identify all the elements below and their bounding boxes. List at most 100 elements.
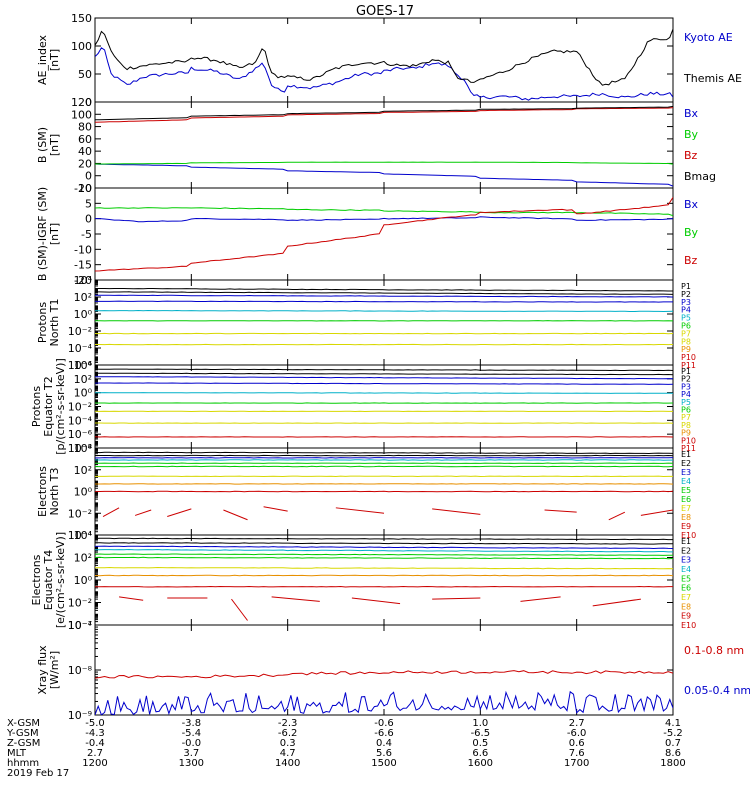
series-line bbox=[592, 598, 641, 607]
legend-label: P10 bbox=[681, 436, 696, 445]
ephemeris-value: -5.2 bbox=[663, 728, 683, 739]
series-line bbox=[432, 597, 481, 600]
legend-label: E4 bbox=[681, 565, 691, 574]
ephemeris-value: 1200 bbox=[82, 758, 107, 769]
panel-6: 10⁻⁴ 10⁻² 10⁰ 10² 10⁴ Electrons North T3 E1E2E3… bbox=[36, 442, 696, 542]
y-tick-label: 10⁻⁴ bbox=[68, 342, 93, 355]
series-line bbox=[95, 197, 673, 272]
ephemeris-value: 1.0 bbox=[472, 718, 488, 729]
ephemeris-value: -0.0 bbox=[182, 738, 202, 749]
series-line bbox=[95, 161, 673, 165]
panel-4: 10⁻⁶ 10⁻⁴ 10⁻² 10⁰ 10² 10⁴ Protons North T1 P1P2… bbox=[36, 274, 696, 372]
ephemeris-value: -6.0 bbox=[567, 728, 587, 739]
ephemeris-value: 3.7 bbox=[183, 748, 199, 759]
ephemeris-row-label: Y-GSM bbox=[6, 728, 39, 739]
legend-label: E3 bbox=[681, 468, 691, 477]
series-line bbox=[102, 507, 120, 517]
ephemeris-value: 0.3 bbox=[280, 738, 296, 749]
series-line bbox=[95, 368, 673, 372]
y-tick-label: 10⁰ bbox=[74, 387, 93, 400]
series-line bbox=[95, 451, 673, 455]
legend-label: Bx bbox=[684, 107, 699, 120]
figure-title: GOES-17 bbox=[356, 4, 414, 19]
y-tick-label: 100 bbox=[71, 108, 92, 121]
ephemeris-value: 1700 bbox=[564, 758, 589, 769]
legend-label: By bbox=[684, 128, 699, 141]
legend-label: 0.05-0.4 nm bbox=[684, 684, 750, 697]
ephemeris-value: 1400 bbox=[275, 758, 300, 769]
legend-label: E5 bbox=[681, 486, 691, 495]
series-line bbox=[95, 545, 673, 550]
ephemeris-row-label: Z-GSM bbox=[7, 738, 40, 749]
y-tick-label: 0 bbox=[85, 96, 92, 109]
y-tick-label: -10 bbox=[74, 243, 92, 256]
ephemeris-value: 6.6 bbox=[472, 748, 488, 759]
y-axis-label: Electrons bbox=[36, 466, 49, 517]
y-axis-label: B (SM)-IGRF (SM) bbox=[36, 187, 49, 281]
ephemeris-value: 0.7 bbox=[665, 738, 681, 749]
y-tick-label: 60 bbox=[78, 133, 92, 146]
ephemeris-value: -2.3 bbox=[278, 718, 298, 729]
series-line bbox=[119, 596, 144, 601]
y-tick-label: 10⁴ bbox=[74, 529, 93, 542]
y-tick-label: 80 bbox=[78, 121, 92, 134]
y-tick-label: 10² bbox=[74, 552, 92, 565]
ephemeris-value: -4.3 bbox=[85, 728, 105, 739]
series-line bbox=[271, 596, 320, 602]
y-tick-label: -20 bbox=[74, 274, 92, 287]
legend-label: E3 bbox=[681, 556, 691, 565]
legend-label: Bz bbox=[684, 149, 698, 162]
y-axis-label: Electrons bbox=[30, 554, 43, 605]
ephemeris-value: 0.6 bbox=[569, 738, 585, 749]
ephemeris-value: 7.6 bbox=[569, 748, 585, 759]
legend-label: P7 bbox=[681, 413, 691, 422]
legend-label: E7 bbox=[681, 593, 691, 602]
series-line bbox=[134, 509, 152, 516]
y-tick-label: 10⁻⁸ bbox=[68, 442, 93, 455]
y-tick-label: 10⁻² bbox=[68, 597, 92, 610]
ephemeris-value: 8.6 bbox=[665, 748, 681, 759]
y-tick-label: 5 bbox=[85, 197, 92, 210]
legend-label: Bmag bbox=[684, 170, 716, 183]
legend-label: P11 bbox=[681, 444, 696, 453]
y-tick-label: 10⁻⁴ bbox=[68, 414, 93, 427]
y-tick-label: 10⁰ bbox=[74, 486, 93, 499]
series-line bbox=[95, 537, 673, 541]
legend-label: E7 bbox=[681, 504, 691, 513]
y-tick-label: 120 bbox=[71, 96, 92, 109]
legend-label: P10 bbox=[681, 353, 696, 362]
y-axis-label: North T3 bbox=[48, 468, 61, 516]
ephemeris-value: 4.1 bbox=[665, 718, 681, 729]
panel-frame bbox=[94, 624, 674, 716]
legend-label: P8 bbox=[681, 421, 691, 430]
series-line bbox=[95, 372, 673, 376]
series-line bbox=[335, 507, 385, 514]
series-line bbox=[520, 596, 561, 602]
legend-label: Bx bbox=[684, 198, 699, 211]
y-axis-label: [nT] bbox=[48, 49, 61, 71]
series-line bbox=[95, 288, 673, 292]
ephemeris-value: 4.7 bbox=[280, 748, 296, 759]
date-label: 2019 Feb 17 bbox=[7, 768, 69, 779]
y-tick-label: 150 bbox=[71, 12, 92, 25]
series-line bbox=[351, 597, 401, 605]
y-axis-label: [nT] bbox=[48, 134, 61, 156]
legend-label: P5 bbox=[681, 314, 691, 323]
legend-label: P2 bbox=[681, 290, 691, 299]
y-axis-label: Protons bbox=[36, 302, 49, 343]
series-line bbox=[95, 28, 673, 86]
legend-label: P9 bbox=[681, 429, 691, 438]
y-tick-label: 10² bbox=[74, 291, 92, 304]
ephemeris-value: 2.7 bbox=[569, 718, 585, 729]
legend-label: P3 bbox=[681, 298, 691, 307]
legend-label: P5 bbox=[681, 398, 691, 407]
ephemeris-value: 0.5 bbox=[472, 738, 488, 749]
series-line bbox=[544, 509, 577, 513]
y-axis-label: B (SM) bbox=[36, 127, 49, 163]
legend-label: P8 bbox=[681, 337, 691, 346]
ephemeris-value: -3.8 bbox=[182, 718, 202, 729]
y-tick-label: 0 bbox=[85, 213, 92, 226]
series-line bbox=[95, 566, 673, 570]
